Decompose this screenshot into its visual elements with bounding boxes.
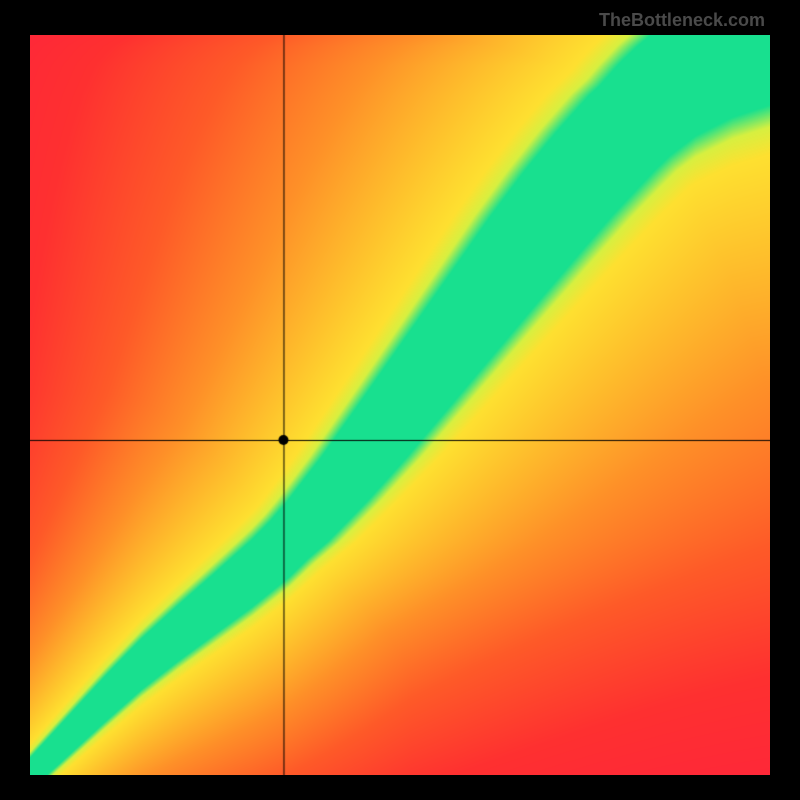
chart-container: TheBottleneck.com — [0, 0, 800, 800]
heatmap-canvas — [30, 35, 770, 775]
watermark-text: TheBottleneck.com — [599, 10, 765, 31]
heatmap-plot — [30, 35, 770, 775]
